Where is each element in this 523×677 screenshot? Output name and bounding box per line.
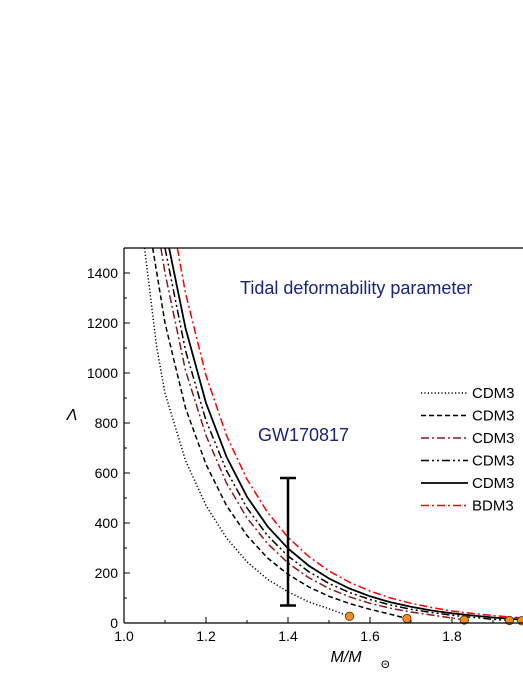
series-line-6 (176, 248, 523, 619)
legend-label-6: BDM3 (472, 498, 514, 515)
max-mass-marker-5 (517, 616, 523, 626)
gw-label: GW170817 (258, 425, 349, 445)
max-mass-marker-3 (459, 615, 469, 625)
x-tick-label: 1.8 (442, 628, 462, 644)
y-tick-label: 200 (95, 565, 119, 581)
y-tick-label: 400 (95, 515, 119, 531)
x-tick-label: 1.4 (278, 628, 298, 644)
series-line-2 (151, 248, 408, 620)
x-tick-label: 1.0 (114, 628, 134, 644)
y-tick-label: 1200 (87, 315, 118, 331)
series-layer (143, 248, 523, 622)
legend-label-2: CDM3 (472, 408, 515, 425)
series-line-3 (160, 248, 465, 621)
series-line-1 (143, 248, 350, 618)
y-tick-label: 800 (95, 415, 119, 431)
legend-label-4: CDM3 (472, 453, 515, 470)
series-line-4 (164, 248, 510, 622)
y-tick-label: 600 (95, 465, 119, 481)
y-tick-label: 1000 (87, 365, 118, 381)
x-axis-title-subscript: Θ (381, 659, 390, 671)
y-axis-title: Λ (66, 407, 78, 424)
max-mass-marker-1 (344, 611, 355, 621)
x-tick-label: 1.6 (360, 628, 380, 644)
series-line-5 (168, 248, 523, 621)
x-axis-title: M/M (330, 649, 362, 666)
legend-label-1: CDM3 (472, 385, 515, 402)
x-tick-label: 1.2 (196, 628, 216, 644)
max-mass-marker-2 (402, 613, 412, 624)
legend-label-3: CDM3 (472, 430, 515, 447)
gw-constraint (280, 476, 296, 607)
axes: 1.01.21.41.61.82.00200400600800100012001… (87, 247, 523, 644)
legend-label-5: CDM3 (472, 475, 515, 492)
annotation-title: Tidal deformability parameter (240, 278, 472, 298)
y-tick-label: 0 (110, 615, 118, 631)
y-tick-label: 1400 (87, 265, 118, 281)
legend: CDM3 CDM3 CDM3 CDM3 CDM3 BDM3 (421, 385, 515, 515)
